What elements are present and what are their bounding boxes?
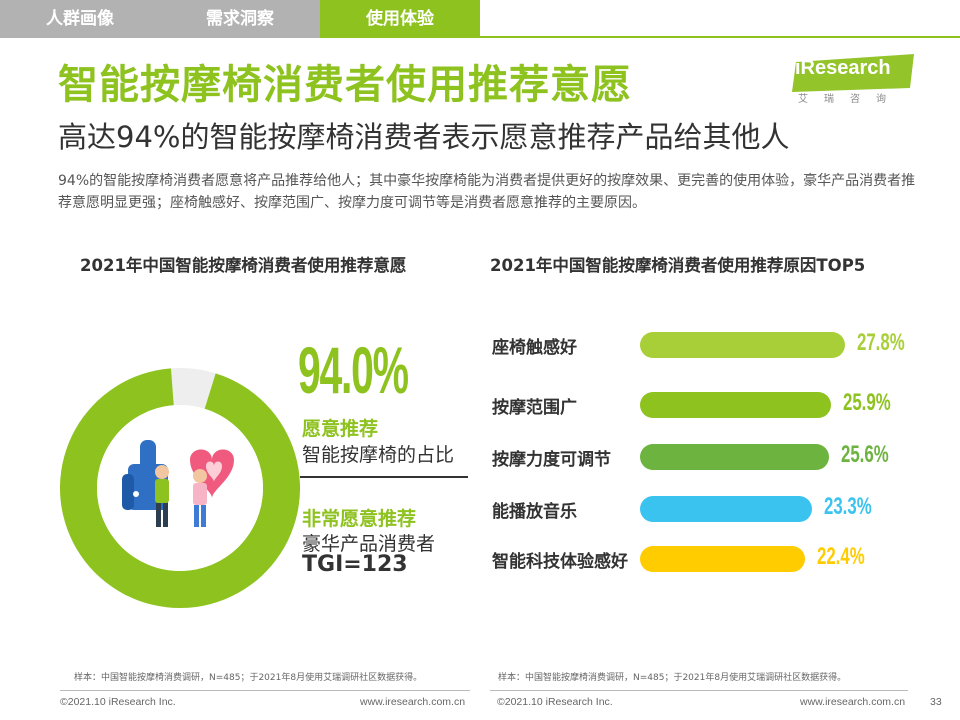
tab-user-experience[interactable]: 使用体验	[320, 0, 480, 38]
recommend-percentage: 94.0%	[298, 333, 409, 407]
footer-url-right[interactable]: www.iresearch.com.cn	[800, 696, 906, 708]
iresearch-logo	[792, 54, 914, 92]
bar-label-5: 智能科技体验感好	[492, 552, 628, 572]
tab-persona[interactable]: 人群画像	[0, 0, 160, 38]
bar-3	[640, 444, 829, 470]
page-title: 智能按摩椅消费者使用推荐意愿	[58, 62, 632, 108]
tab-demand-insight[interactable]: 需求洞察	[160, 0, 320, 38]
bar-label-2: 按摩范围广	[492, 398, 577, 418]
donut-chart	[60, 368, 300, 608]
page-description: 94%的智能按摩椅消费者愿意将产品推荐给他人；其中豪华按摩椅能为消费者提供更好的…	[58, 173, 916, 211]
recommend-illustration	[97, 405, 263, 571]
right-sample-note: 样本：中国智能按摩椅消费调研，N=485；于2021年8月使用艾瑞调研社区数据获…	[498, 673, 847, 683]
footer-url-left[interactable]: www.iresearch.com.cn	[360, 696, 466, 708]
luxury-consumers-label: 豪华产品消费者	[302, 533, 436, 555]
bar-4	[640, 496, 812, 522]
bar-value-3: 25.6%	[840, 441, 889, 468]
bar-label-3: 按摩力度可调节	[492, 450, 611, 470]
top-tabs: 人群画像 需求洞察 使用体验	[0, 0, 480, 38]
donut-slice-other	[170, 368, 216, 409]
logo-text: iResearch	[795, 57, 891, 79]
page-subtitle: 高达94%的智能按摩椅消费者表示愿意推荐产品给其他人	[58, 120, 790, 154]
bar-2	[640, 392, 831, 418]
bar-5	[640, 546, 806, 572]
logo-subtext: 艾瑞咨询	[798, 94, 902, 105]
bar-value-2: 25.9%	[842, 389, 891, 416]
share-label: 智能按摩椅的占比	[302, 444, 455, 466]
left-chart-title: 2021年中国智能按摩椅消费者使用推荐意愿	[80, 256, 407, 275]
donut-slice-recommend	[60, 368, 300, 608]
bar-1	[640, 332, 845, 358]
footer-divider-right	[490, 690, 908, 691]
tgi-value: TGI=123	[302, 552, 408, 577]
bar-value-1: 27.8%	[857, 329, 905, 356]
bar-label-4: 能播放音乐	[492, 502, 577, 522]
left-sample-note: 样本：中国智能按摩椅消费调研，N=485；于2021年8月使用艾瑞调研社区数据获…	[74, 673, 423, 683]
divider	[300, 476, 468, 478]
footer-copyright-left: ©2021.10 iResearch Inc.	[60, 696, 176, 708]
bar-value-5: 22.4%	[817, 543, 865, 570]
tab-underline	[320, 36, 960, 38]
very-willing-label: 非常愿意推荐	[302, 508, 417, 530]
right-chart-title: 2021年中国智能按摩椅消费者使用推荐原因TOP5	[490, 256, 866, 275]
page-number: 33	[930, 696, 942, 708]
willing-recommend-label: 愿意推荐	[302, 418, 379, 440]
bar-value-4: 23.3%	[823, 493, 872, 520]
footer-copyright-right: ©2021.10 iResearch Inc.	[497, 696, 613, 708]
bar-label-1: 座椅触感好	[492, 338, 577, 358]
footer-divider-left	[60, 690, 470, 691]
